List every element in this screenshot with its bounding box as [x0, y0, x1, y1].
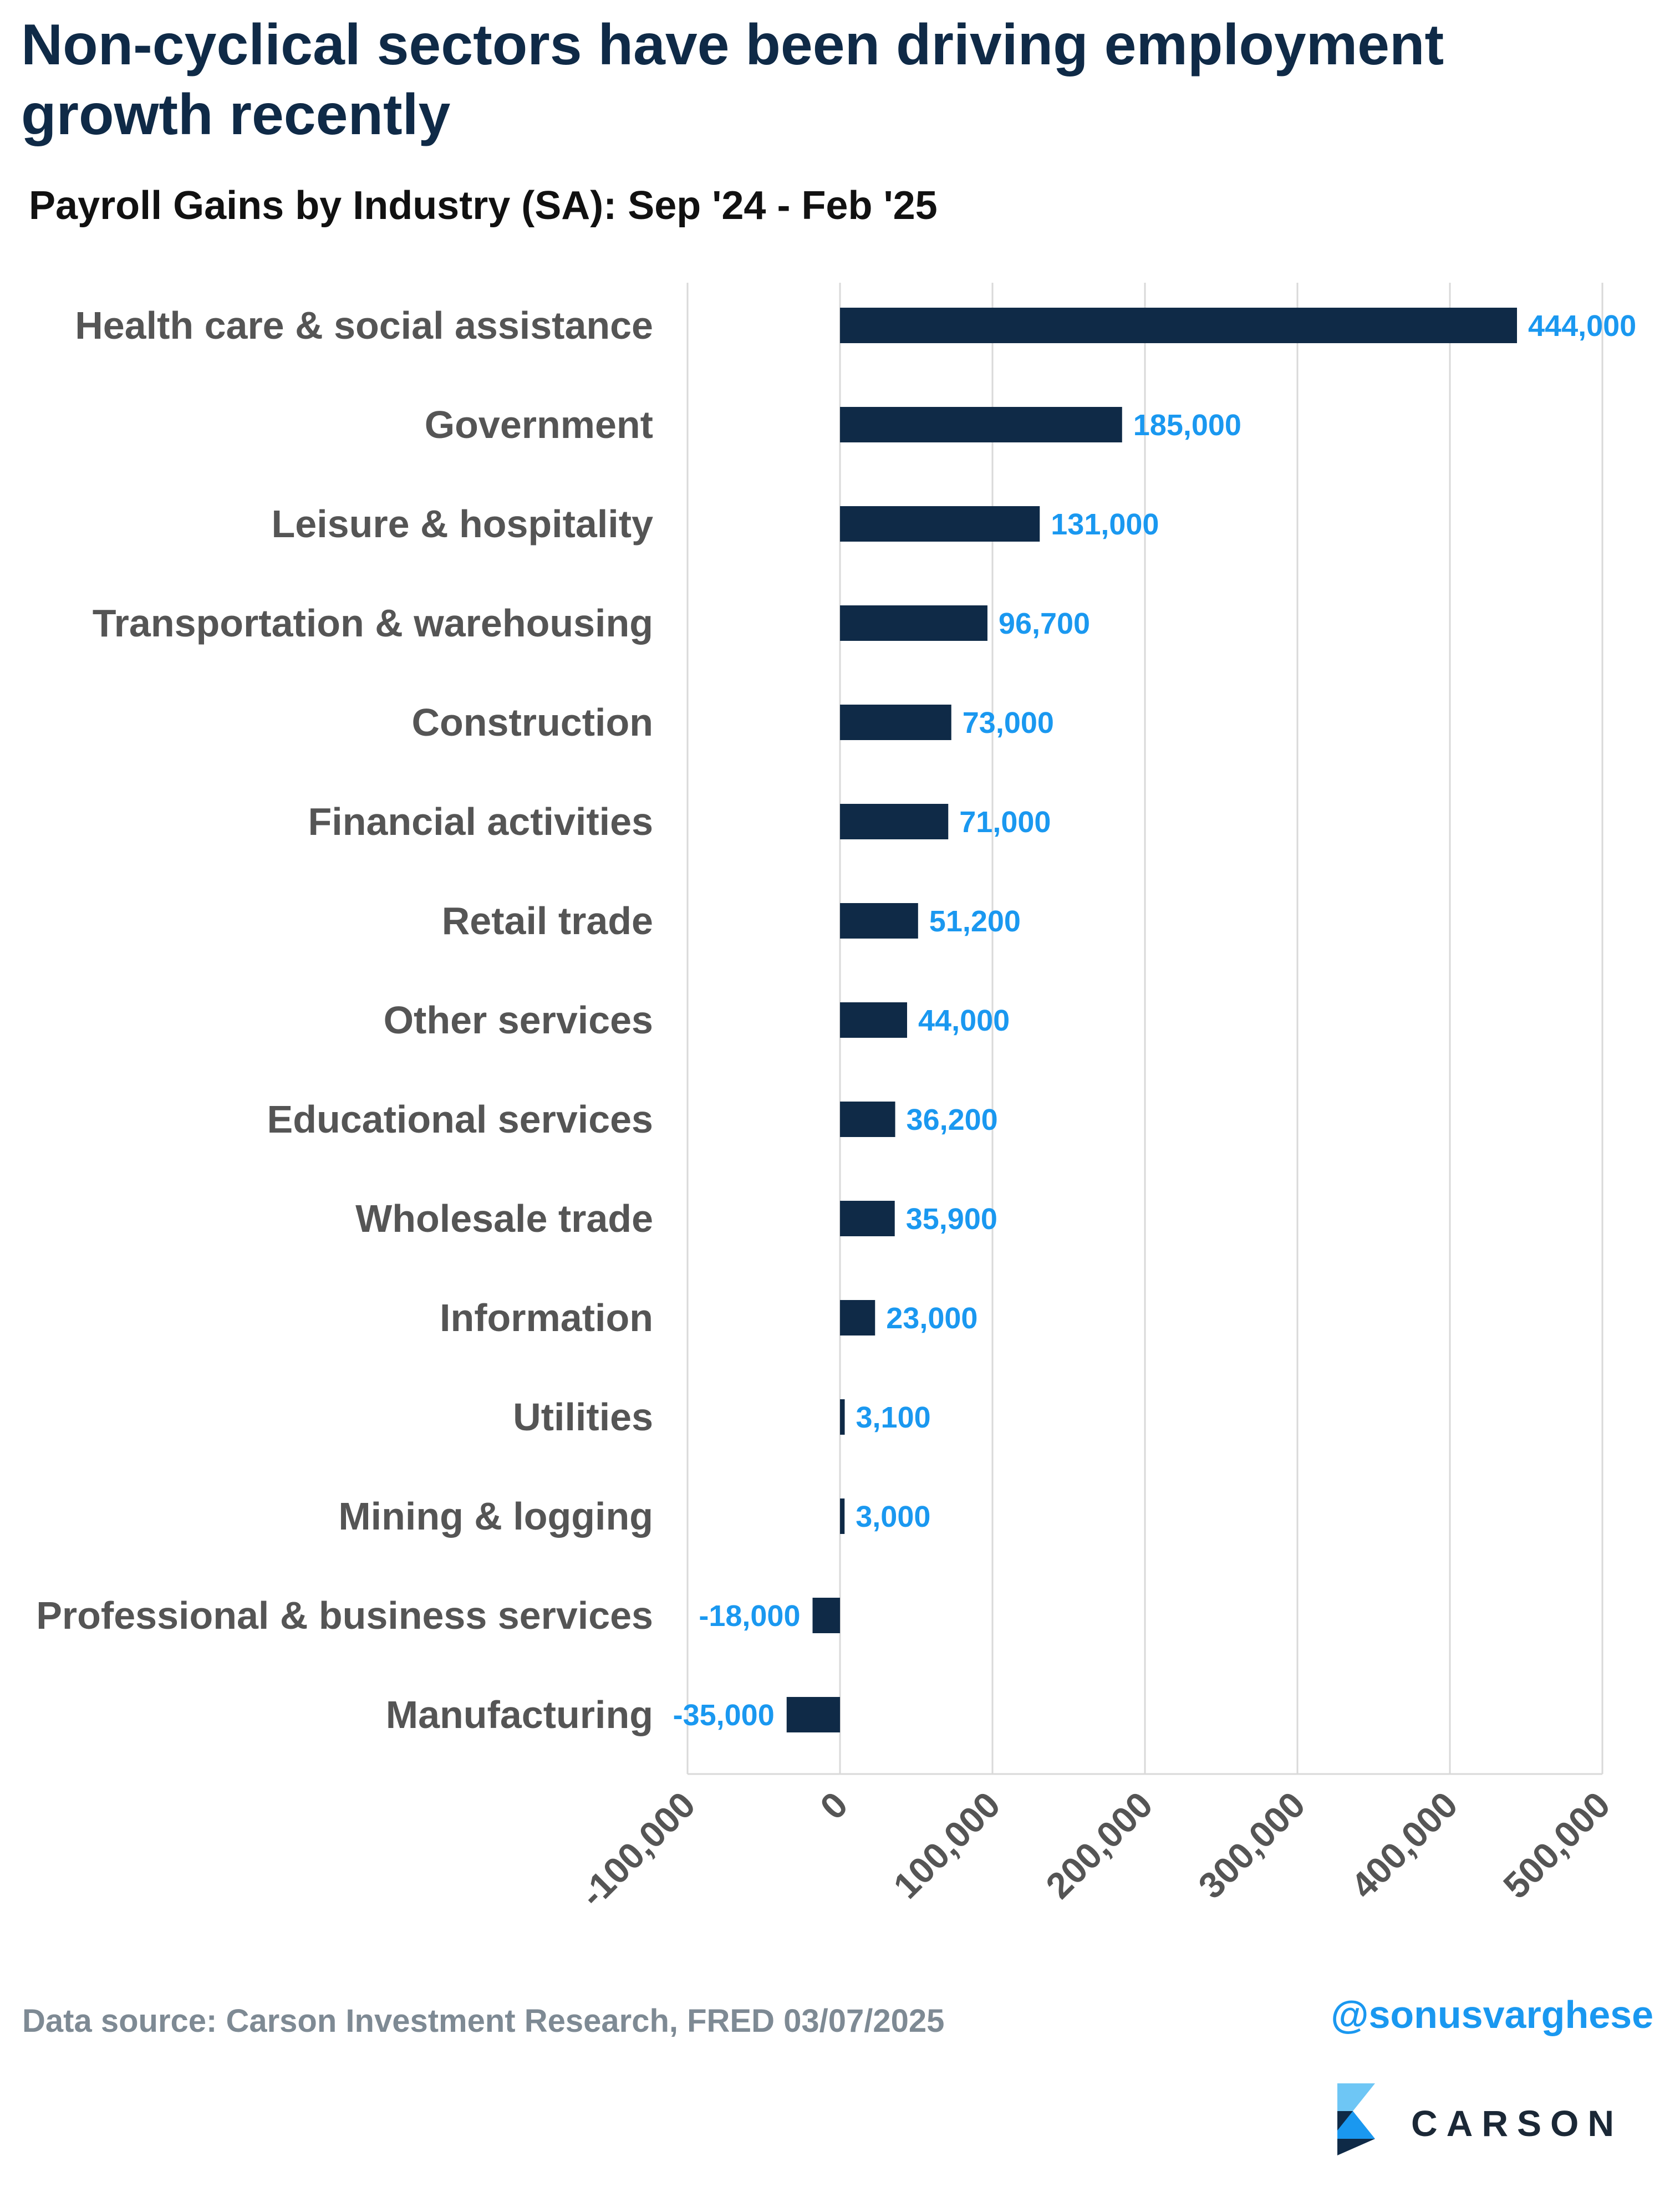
x-tick-label: 400,000	[1343, 1784, 1465, 1907]
carson-logo: CARSON	[1331, 2078, 1658, 2161]
data-label: 35,900	[906, 1202, 997, 1236]
data-label: 73,000	[963, 706, 1054, 740]
data-label: 44,000	[918, 1004, 1010, 1037]
data-label: 36,200	[907, 1103, 998, 1136]
x-axis-tick-labels: -100,000 0 100,000 200,000 300,000 400,000 500…	[572, 1784, 1618, 1915]
bar	[840, 506, 1040, 542]
bar	[840, 705, 951, 740]
category-label: Educational services	[267, 1098, 653, 1141]
data-source-note: Data source: Carson Investment Research,…	[22, 2003, 945, 2039]
category-label: Other services	[384, 998, 653, 1042]
category-label: Government	[425, 403, 653, 446]
bar	[840, 407, 1122, 442]
gridlines	[686, 283, 1603, 1775]
data-label: 444,000	[1528, 309, 1636, 343]
x-tick-label: -100,000	[572, 1784, 703, 1915]
bar	[840, 605, 987, 641]
category-label: Financial activities	[308, 800, 653, 843]
chart-subtitle: Payroll Gains by Industry (SA): Sep '24 …	[29, 183, 938, 228]
category-label: Professional & business services	[36, 1594, 653, 1637]
category-label: Leisure & hospitality	[272, 502, 654, 546]
bar	[812, 1598, 840, 1633]
category-label: Utilities	[513, 1395, 653, 1439]
data-label: 96,700	[999, 607, 1090, 640]
data-label: 71,000	[959, 806, 1051, 839]
bar	[840, 1102, 895, 1137]
bar	[786, 1697, 840, 1732]
category-label: Mining & logging	[338, 1495, 653, 1538]
bar	[840, 1002, 907, 1038]
bars	[786, 308, 1517, 1732]
x-tick-label: 100,000	[885, 1784, 1008, 1907]
data-label: 185,000	[1133, 409, 1241, 442]
x-tick-label: 0	[812, 1784, 856, 1827]
carson-logo-mark-icon	[1337, 2083, 1375, 2155]
data-label: -35,000	[673, 1699, 775, 1732]
category-label: Retail trade	[442, 899, 653, 942]
carson-logo-text: CARSON	[1411, 2103, 1623, 2144]
bar	[840, 308, 1517, 343]
data-label: 3,100	[856, 1401, 931, 1434]
bar	[840, 1399, 845, 1435]
bar	[840, 1300, 875, 1335]
data-label: 51,200	[929, 905, 1021, 938]
bar	[840, 1498, 845, 1534]
data-label: -18,000	[699, 1599, 800, 1633]
bar	[840, 804, 949, 839]
category-labels: Health care & social assistance Governmen…	[36, 304, 653, 1736]
category-label: Construction	[411, 701, 653, 744]
category-label: Wholesale trade	[355, 1197, 653, 1240]
bar	[840, 903, 918, 939]
bar-chart: Health care & social assistance Governmen…	[36, 283, 1637, 1915]
chart-title: Non-cyclical sectors have been driving e…	[21, 13, 1444, 147]
data-label: 131,000	[1051, 508, 1159, 541]
x-tick-label: 200,000	[1038, 1784, 1160, 1907]
author-handle: @sonusvarghese	[1331, 1993, 1653, 2036]
category-label: Transportation & warehousing	[93, 602, 653, 645]
category-label: Manufacturing	[386, 1693, 653, 1736]
x-tick-label: 300,000	[1190, 1784, 1313, 1907]
data-label: 3,000	[856, 1500, 930, 1533]
category-label: Health care & social assistance	[75, 304, 653, 347]
value-labels: 444,000 185,000 131,000 96,700 73,000 71,000 5…	[673, 309, 1637, 1732]
x-tick-label: 500,000	[1495, 1784, 1618, 1907]
data-label: 23,000	[886, 1302, 978, 1335]
bar	[840, 1201, 895, 1236]
category-label: Information	[440, 1296, 653, 1339]
